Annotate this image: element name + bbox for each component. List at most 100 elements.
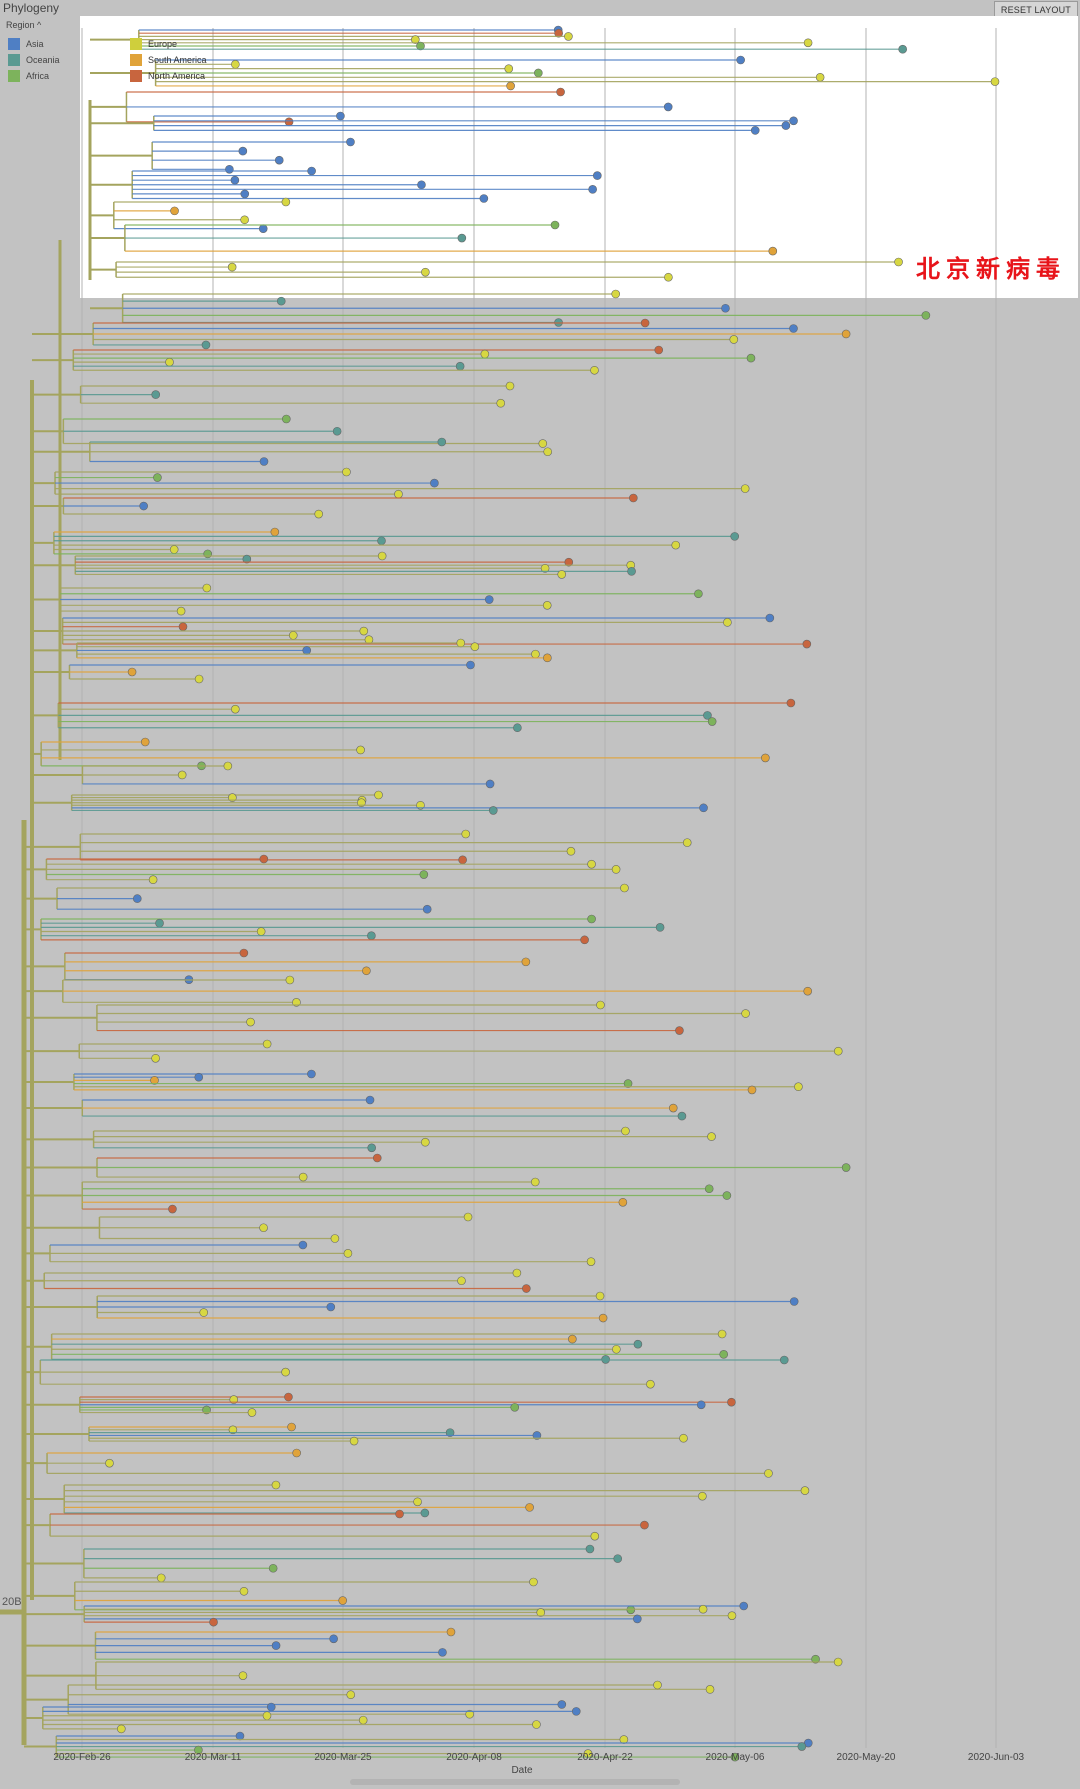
tip-node <box>719 1350 729 1359</box>
tip-node <box>132 894 142 903</box>
tip-node <box>698 1604 708 1614</box>
tip-node <box>298 1172 308 1182</box>
tip-node <box>292 998 301 1007</box>
tip-node <box>458 855 467 865</box>
tip-node <box>374 790 383 800</box>
tip-node <box>228 1425 238 1435</box>
tip-node <box>240 215 249 225</box>
tip-node <box>595 1291 605 1301</box>
tip-node <box>372 1153 382 1163</box>
tip-node <box>271 1480 281 1490</box>
legend-swatch <box>130 38 142 50</box>
tip-node <box>746 353 756 363</box>
tip-node <box>727 1611 737 1620</box>
tip-node <box>815 73 825 82</box>
tip-node <box>554 28 563 38</box>
legend-inset-item[interactable]: North America <box>130 68 207 84</box>
tip-node <box>730 1752 740 1762</box>
tip-node <box>377 551 387 561</box>
tip-node <box>789 1297 799 1306</box>
region-legend-inset: Europe South America North America <box>130 36 207 84</box>
tip-node <box>284 1392 293 1402</box>
tip-node <box>240 189 250 199</box>
tip-node <box>613 1554 623 1563</box>
tip-node <box>262 1711 272 1721</box>
tip-node <box>456 638 466 648</box>
tip-node <box>342 467 351 477</box>
tip-node <box>794 1082 803 1092</box>
tip-node <box>694 589 703 599</box>
tip-node <box>531 649 540 659</box>
tip-node <box>587 859 596 869</box>
tip-node <box>729 335 739 344</box>
tip-node <box>802 639 812 649</box>
tip-node <box>611 865 621 874</box>
tip-node <box>259 1223 268 1233</box>
tip-node <box>727 1397 736 1407</box>
legend-inset-item[interactable]: Europe <box>130 36 207 52</box>
tip-node <box>201 340 211 350</box>
tip-node <box>262 1039 272 1049</box>
tip-node <box>557 1700 567 1709</box>
tip-node <box>921 311 931 320</box>
tip-node <box>668 1103 678 1113</box>
tip-node <box>664 272 673 282</box>
tip-node <box>346 137 355 147</box>
tip-node <box>675 1026 684 1035</box>
tip-node <box>611 289 621 299</box>
tip-node <box>543 653 552 663</box>
tip-node <box>231 60 240 69</box>
tip-node <box>739 1601 749 1611</box>
legend-toggle[interactable]: Region ^ <box>6 20 41 30</box>
tip-node <box>841 1163 851 1172</box>
tip-node <box>281 197 291 207</box>
tip-node <box>485 779 495 789</box>
legend-inset-item[interactable]: South America <box>130 52 207 68</box>
tip-node <box>148 875 158 885</box>
tip-node <box>165 357 174 367</box>
tip-node <box>151 1053 160 1063</box>
tip-node <box>698 1491 707 1501</box>
tip-node <box>140 737 150 747</box>
tip-node <box>789 324 798 333</box>
date-scrollbar[interactable] <box>350 1779 680 1785</box>
tip-node <box>522 1284 531 1293</box>
annotation-label: 北京新病毒 <box>916 254 1066 283</box>
tip-node <box>585 1544 595 1554</box>
tip-node <box>239 948 249 958</box>
tip-node <box>155 918 164 928</box>
tip-node <box>525 1503 534 1512</box>
tip-node <box>797 1742 807 1751</box>
tip-node <box>682 838 692 847</box>
legend-item[interactable]: Oceania <box>8 52 60 68</box>
tip-node <box>564 32 573 41</box>
tip-node <box>292 1448 301 1458</box>
tip-node <box>568 1334 577 1344</box>
tip-node <box>990 77 1000 86</box>
tip-node <box>346 1690 356 1700</box>
tip-node <box>238 1671 248 1680</box>
tip-node <box>768 246 778 256</box>
tip-node <box>736 55 745 65</box>
legend-item[interactable]: Africa <box>8 68 60 84</box>
tip-node <box>287 1422 296 1432</box>
tip-node <box>416 41 425 51</box>
tip-node <box>629 493 638 503</box>
tip-node <box>282 414 291 424</box>
tip-node <box>274 155 284 165</box>
tip-node <box>564 557 574 567</box>
tip-node <box>247 1408 257 1417</box>
axis-tick-label: 2020-May-20 <box>836 1752 896 1763</box>
tip-node <box>484 595 494 604</box>
tip-node <box>457 233 467 243</box>
axis-tick-label: 2020-Apr-08 <box>446 1752 502 1763</box>
tip-node <box>169 545 179 554</box>
axis-tick-label: 2020-Mar-25 <box>314 1752 372 1763</box>
tip-node <box>730 532 740 541</box>
tip-node <box>536 1608 546 1617</box>
tip-node <box>740 484 750 493</box>
tip-node <box>543 447 553 457</box>
legend-item[interactable]: Asia <box>8 36 60 52</box>
tip-node <box>521 957 531 967</box>
